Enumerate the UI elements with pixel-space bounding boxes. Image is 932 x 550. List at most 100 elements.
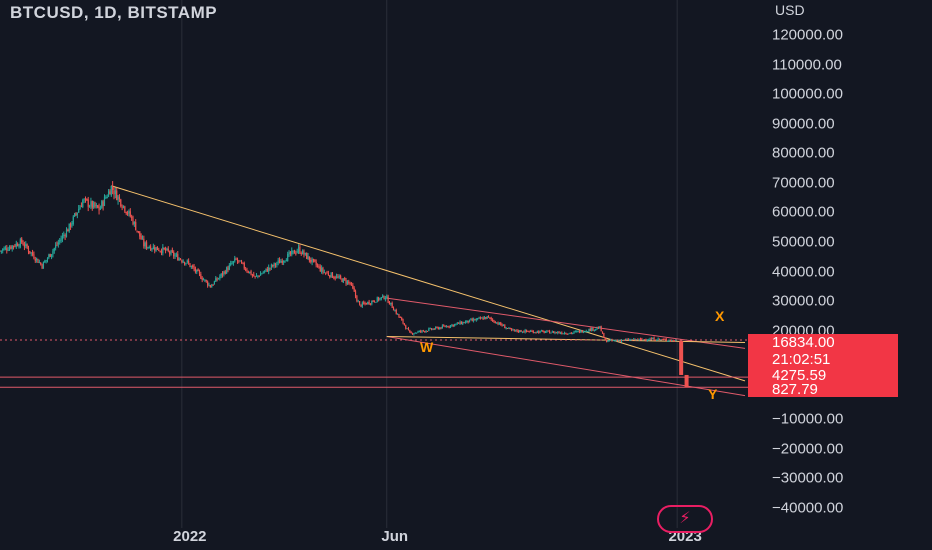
candle-body <box>344 278 346 280</box>
candle-body <box>451 324 453 326</box>
candle-body <box>12 245 15 247</box>
candle-body <box>540 330 543 332</box>
candle-body <box>616 340 619 342</box>
candle-body <box>122 205 125 207</box>
candle-body <box>432 328 434 330</box>
candle-body <box>614 340 616 342</box>
candle-body <box>189 263 191 267</box>
candle-body <box>368 301 370 305</box>
candle-body <box>198 271 201 274</box>
candle-body <box>150 246 152 251</box>
candle-body <box>662 339 665 341</box>
candle-body <box>653 337 655 341</box>
candle-body <box>8 247 11 250</box>
candle-body <box>608 340 610 342</box>
candle-body <box>452 324 454 327</box>
candle-body <box>254 276 256 278</box>
candle-body <box>489 317 491 319</box>
candle-body <box>577 330 579 332</box>
candle-body <box>188 261 190 264</box>
candle-body <box>289 251 292 255</box>
candle-body <box>45 259 47 262</box>
candle-body <box>360 304 362 307</box>
projection-bar <box>679 340 684 375</box>
candle-body <box>379 298 381 300</box>
candle-body <box>599 326 601 329</box>
candle-body <box>59 240 61 242</box>
candle-body <box>542 330 544 332</box>
candle-body <box>223 271 225 275</box>
candle-body <box>650 338 652 340</box>
candle-body <box>403 323 405 325</box>
candle-body <box>0 250 1 252</box>
candle-body <box>235 258 237 260</box>
y-tick-label: 80000.00 <box>772 144 835 162</box>
candle-body <box>82 200 84 208</box>
candle-body <box>532 331 534 333</box>
candle-body <box>538 331 540 333</box>
candle-body <box>266 268 268 272</box>
candle-body <box>580 330 582 333</box>
wave-label-w: W <box>420 339 434 355</box>
candle-body <box>246 269 248 272</box>
candle-body <box>37 258 39 263</box>
candle-body <box>162 247 164 254</box>
candle-body <box>601 331 604 334</box>
candle-body <box>113 191 115 195</box>
candle-body <box>175 254 178 256</box>
candle-body <box>390 302 392 305</box>
candle-body <box>468 319 471 323</box>
candle-body <box>563 332 566 334</box>
candle-body <box>213 281 216 285</box>
candle-body <box>467 320 469 323</box>
candle-body <box>399 316 401 318</box>
candle-body <box>498 322 500 325</box>
candle-body <box>418 330 420 332</box>
candle-body <box>318 266 320 268</box>
candle-body <box>105 197 107 199</box>
candle-body <box>238 260 240 262</box>
candle-body <box>152 246 154 250</box>
candle-body <box>276 263 278 265</box>
candle-body <box>426 331 429 333</box>
candle-body <box>521 331 524 333</box>
candle-body <box>124 206 126 212</box>
lightning-logo-icon[interactable]: ⚡ <box>657 505 713 533</box>
candle-body <box>635 339 638 341</box>
candle-body <box>27 248 30 252</box>
candle-body <box>147 247 149 249</box>
candle-body <box>183 261 186 264</box>
candle-body <box>550 332 552 334</box>
candle-body <box>589 328 591 331</box>
candle-body <box>41 264 43 269</box>
candle-body <box>482 317 484 320</box>
candle-body <box>63 234 65 236</box>
candle-body <box>55 245 57 249</box>
candle-body <box>302 250 304 255</box>
candle-body <box>78 208 80 213</box>
candle-body <box>194 268 197 272</box>
candle-body <box>439 327 441 330</box>
trendline-main_down <box>111 185 746 382</box>
candle-body <box>592 327 594 331</box>
candle-body <box>669 340 671 342</box>
candle-body <box>112 185 114 190</box>
candle-body <box>68 223 70 232</box>
candle-body <box>7 250 9 252</box>
candle-body <box>297 247 300 251</box>
candle-body <box>57 242 59 245</box>
candle-body <box>642 339 644 341</box>
candle-body <box>551 331 553 333</box>
wave-label-x: X <box>715 308 725 324</box>
candle-body <box>334 277 336 279</box>
candle-body <box>401 317 403 320</box>
candle-body <box>36 258 38 261</box>
candle-body <box>205 280 207 282</box>
candle-body <box>618 340 620 342</box>
candle-body <box>11 245 13 249</box>
candle-body <box>414 332 416 334</box>
candle-body <box>359 301 361 305</box>
candle-body <box>354 291 357 297</box>
candle-body <box>529 331 532 333</box>
